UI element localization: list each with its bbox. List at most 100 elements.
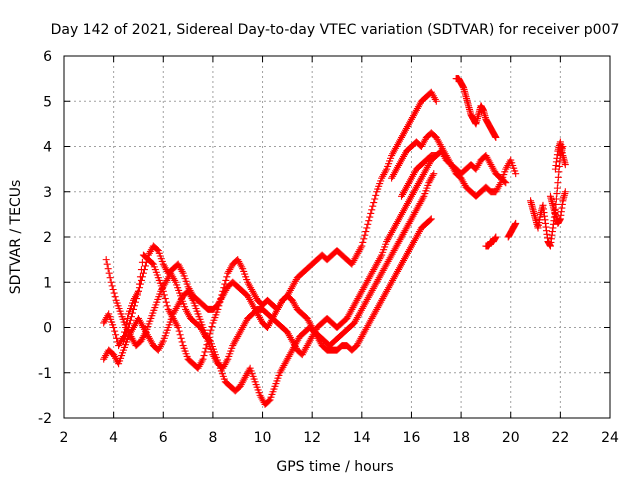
x-tick-label: 24: [601, 430, 619, 446]
x-axis-label: GPS time / hours: [276, 459, 393, 475]
data-point: [362, 228, 370, 236]
data-point: [372, 191, 380, 199]
data-point: [128, 309, 136, 317]
y-tick-label: 2: [43, 230, 52, 246]
data-point: [112, 331, 120, 339]
grid: [64, 56, 610, 418]
data-point: [163, 302, 171, 310]
data-point: [201, 348, 209, 356]
data-point: [366, 213, 374, 221]
data-point: [367, 209, 375, 217]
data-point: [110, 324, 118, 331]
x-tick-label: 6: [159, 430, 168, 446]
data-point: [265, 397, 273, 405]
data-point: [129, 305, 137, 313]
series-track-e: [388, 129, 520, 200]
x-tick-label: 20: [502, 430, 520, 446]
data-point: [161, 295, 169, 303]
y-tick-label: -1: [38, 366, 52, 382]
data-point: [174, 324, 182, 331]
data-point: [127, 316, 135, 324]
series-track-d: [120, 215, 435, 354]
y-tick-label: 0: [43, 321, 52, 337]
data-point: [102, 256, 110, 264]
data-point: [427, 215, 435, 223]
data-point: [561, 188, 569, 196]
data-points: [100, 75, 569, 408]
y-tick-label: 4: [43, 140, 52, 156]
data-point: [208, 323, 216, 331]
data-point: [364, 220, 372, 228]
data-point: [561, 161, 569, 169]
data-point: [105, 269, 113, 277]
data-point: [365, 217, 373, 225]
data-point: [426, 216, 434, 224]
data-point: [222, 276, 230, 284]
data-point: [492, 133, 500, 141]
data-point: [359, 238, 367, 246]
data-point: [128, 313, 136, 321]
series-track-g: [452, 75, 500, 141]
data-point: [131, 298, 139, 306]
y-tick-label: 5: [43, 94, 52, 110]
series-track-a: [100, 88, 440, 372]
y-tick-label: 1: [43, 275, 52, 291]
data-point: [153, 246, 161, 254]
data-point: [130, 302, 138, 310]
data-point: [175, 327, 183, 335]
data-point: [137, 276, 145, 284]
data-point: [106, 274, 114, 282]
data-point: [111, 327, 119, 335]
data-point: [361, 231, 369, 239]
data-point: [512, 170, 520, 178]
data-point: [176, 331, 184, 339]
data-point: [430, 170, 438, 178]
data-point: [141, 262, 149, 270]
data-point: [134, 287, 142, 295]
data-point: [502, 179, 510, 187]
data-point: [126, 320, 134, 328]
data-point: [370, 199, 378, 207]
data-point: [177, 334, 185, 342]
y-tick-label: 6: [43, 49, 52, 65]
data-point: [200, 352, 208, 360]
data-point: [133, 291, 141, 299]
data-point: [104, 265, 112, 273]
x-tick-label: 16: [403, 430, 421, 446]
chart-title: Day 142 of 2021, Sidereal Day-to-day VTE…: [51, 22, 620, 38]
data-point: [142, 258, 150, 266]
data-point: [111, 293, 119, 301]
data-point: [125, 324, 133, 331]
data-point: [160, 291, 168, 299]
data-point: [223, 273, 231, 281]
data-point: [512, 219, 520, 227]
data-point: [202, 344, 210, 352]
series-track-l: [551, 138, 569, 173]
y-tick-label: 3: [43, 185, 52, 201]
data-point: [113, 334, 121, 342]
data-point: [162, 298, 170, 306]
x-tick-label: 2: [60, 430, 69, 446]
data-point: [432, 97, 440, 105]
data-point: [140, 266, 148, 274]
x-tick-label: 10: [254, 430, 272, 446]
series-track-k: [546, 188, 569, 227]
data-point: [143, 255, 151, 263]
data-point: [368, 206, 376, 214]
x-tick-label: 14: [353, 430, 371, 446]
data-point: [135, 284, 143, 292]
series-track-f: [398, 147, 510, 200]
x-tick-label: 12: [303, 430, 321, 446]
data-point: [492, 233, 500, 241]
y-axis-label: SDTVAR / TECUs: [8, 180, 24, 295]
data-point: [148, 259, 156, 267]
data-point: [207, 326, 215, 334]
data-point: [369, 202, 377, 210]
data-point: [363, 224, 371, 232]
data-point: [109, 285, 117, 293]
data-point: [136, 280, 144, 288]
data-point: [206, 330, 214, 338]
x-tick-label: 4: [109, 430, 118, 446]
